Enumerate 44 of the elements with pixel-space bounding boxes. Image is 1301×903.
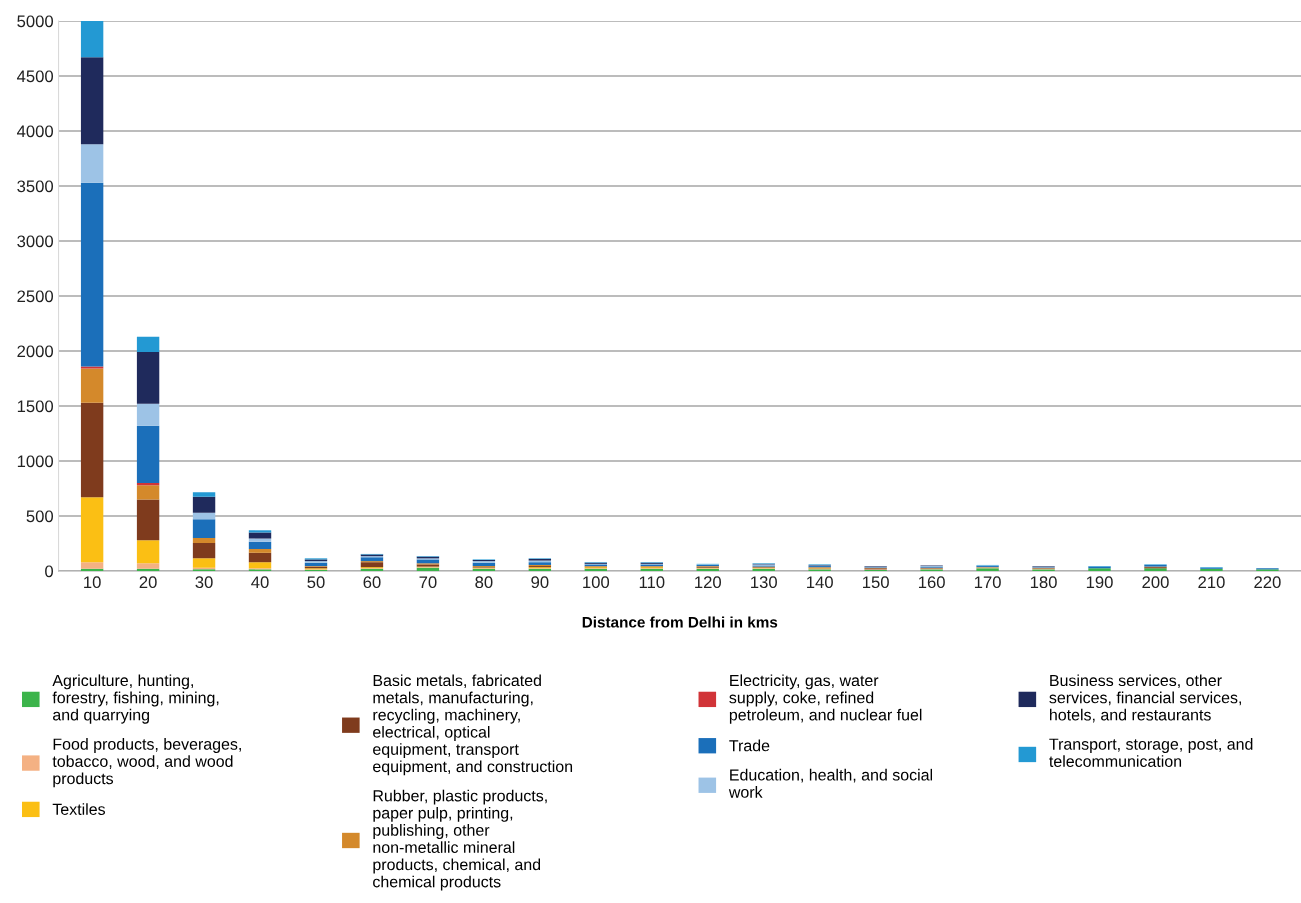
y-tick-label: 5000 xyxy=(17,15,54,28)
x-tick-label: 150 xyxy=(863,576,889,589)
x-tick-label: 80 xyxy=(475,576,493,589)
x-tick-label: 20 xyxy=(139,576,157,589)
x-tick-label: 160 xyxy=(918,576,945,589)
legend-label: Trade xyxy=(729,739,770,752)
legend-label: Education, health, and social work xyxy=(728,768,933,798)
x-tick-label: 120 xyxy=(695,576,722,589)
legend-label: Transport, storage, post, and telecommunication xyxy=(1049,738,1253,767)
x-tick-label: 190 xyxy=(1086,576,1113,589)
x-tick-label: 30 xyxy=(195,576,213,589)
x-tick-label: 200 xyxy=(1142,576,1169,589)
x-tick-label: 60 xyxy=(363,576,381,589)
y-tick-label: 4000 xyxy=(16,125,54,138)
legend-label: Business services, other services, financial services, hotels, and restaurants xyxy=(1049,674,1241,723)
x-tick-label: 40 xyxy=(251,576,269,589)
x-tick-label: 10 xyxy=(84,576,101,589)
y-tick-label: 1500 xyxy=(17,400,54,413)
x-axis-title: Distance from Delhi in kms xyxy=(582,616,778,628)
x-tick-label: 70 xyxy=(419,576,437,589)
x-tick-label: 170 xyxy=(974,576,1001,589)
x-tick-label: 90 xyxy=(531,576,549,589)
y-tick-label: 4500 xyxy=(16,70,54,83)
legend-label: Electricity, gas, water supply, coke, refined petroleum, and nuclear fuel xyxy=(729,674,922,724)
x-tick-label: 180 xyxy=(1030,576,1057,589)
y-tick-label: 2500 xyxy=(17,290,54,303)
y-tick-label: 3000 xyxy=(17,235,54,248)
legend-label: Rubber, plastic products, paper pulp, printing, publishing, other non-metallic mineral products, chemical, and chemical products xyxy=(373,789,547,891)
y-tick-label: 3500 xyxy=(17,180,54,193)
x-tick-label: 130 xyxy=(751,576,777,589)
y-tick-label: 0 xyxy=(45,565,54,578)
x-tick-label: 220 xyxy=(1254,576,1281,589)
legend-label: Textiles xyxy=(52,803,106,815)
y-tick-label: 1000 xyxy=(17,455,54,468)
x-tick-label: 100 xyxy=(583,576,610,589)
legend-label: Basic metals, fabricated metals, manufacturing, recycling, machinery, electrical, optical equipment, transport equipment, and construction xyxy=(373,674,573,776)
x-tick-label: 50 xyxy=(307,576,325,589)
x-tick-label: 110 xyxy=(639,576,665,589)
y-tick-label: 500 xyxy=(26,510,54,523)
legend-label: Agriculture, hunting, forestry, fishing, mining, and quarrying xyxy=(52,674,219,724)
x-tick-label: 210 xyxy=(1198,576,1225,589)
y-tick-label: 2000 xyxy=(17,345,54,358)
legend-label: Food products, beverages, tobacco, wood, and wood products xyxy=(52,738,241,788)
x-tick-label: 140 xyxy=(807,576,833,589)
